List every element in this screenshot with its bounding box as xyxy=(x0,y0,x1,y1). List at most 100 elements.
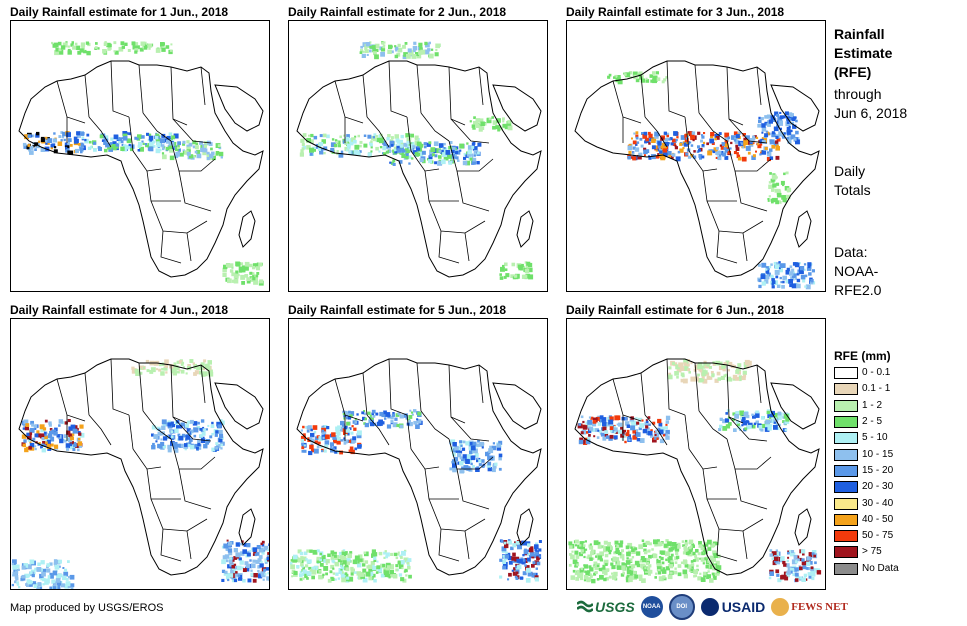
rainfall-patch xyxy=(340,573,346,579)
rainfall-patch xyxy=(807,284,811,288)
rainfall-patch xyxy=(333,438,338,444)
rainfall-patch xyxy=(301,450,305,453)
rainfall-patch xyxy=(216,443,221,449)
rainfall-patch xyxy=(502,120,505,123)
rainfall-patch xyxy=(299,573,303,577)
rainfall-patch xyxy=(645,540,650,546)
rainfall-patch xyxy=(654,437,657,440)
rainfall-patch xyxy=(222,555,227,560)
rainfall-patch xyxy=(700,545,703,549)
rainfall-patch xyxy=(683,359,688,364)
rainfall-patch xyxy=(77,437,81,441)
rainfall-patch xyxy=(787,139,792,144)
rainfall-patch xyxy=(408,155,412,159)
rainfall-patch xyxy=(344,432,348,436)
rainfall-patch xyxy=(727,150,731,155)
rainfall-patch xyxy=(70,586,74,589)
rainfall-patch xyxy=(346,576,350,580)
rainfall-patch xyxy=(589,557,593,561)
rainfall-patch xyxy=(639,438,645,443)
rainfall-patch xyxy=(345,434,348,437)
rainfall-patch xyxy=(452,442,457,447)
rainfall-patch xyxy=(635,136,639,140)
rainfall-patch xyxy=(29,583,33,587)
rainfall-patch xyxy=(67,438,73,443)
rainfall-patch xyxy=(792,124,797,129)
rainfall-patch xyxy=(783,172,786,176)
rainfall-patch xyxy=(505,273,510,278)
rainfall-patch xyxy=(589,545,594,550)
rainfall-patch xyxy=(65,146,68,149)
rainfall-patch xyxy=(777,578,782,583)
rainfall-patch xyxy=(438,149,442,153)
rainfall-patch xyxy=(78,432,82,436)
rainfall-patch xyxy=(301,573,305,576)
rainfall-patch xyxy=(476,457,481,463)
rainfall-patch xyxy=(324,440,330,445)
rainfall-patch xyxy=(515,577,519,580)
rainfall-patch xyxy=(437,160,443,166)
rainfall-patch xyxy=(71,433,75,436)
rainfall-patch xyxy=(348,150,352,154)
rainfall-patch xyxy=(473,149,479,155)
rainfall-patch xyxy=(665,420,670,424)
rainfall-patch xyxy=(304,574,308,578)
rainfall-patch xyxy=(669,564,674,569)
coastline xyxy=(492,84,542,132)
legend-item: 15 - 20 xyxy=(834,463,954,479)
rainfall-patch xyxy=(241,281,245,285)
rainfall-patch xyxy=(363,551,367,555)
rainfall-patch xyxy=(64,583,70,589)
rainfall-patch xyxy=(230,570,234,574)
rainfall-patch xyxy=(180,363,184,366)
rainfall-patch xyxy=(580,567,583,570)
country-border xyxy=(734,468,768,510)
rainfall-patch xyxy=(475,118,481,123)
rainfall-patch xyxy=(664,137,669,142)
rainfall-patch xyxy=(210,424,215,429)
country-border xyxy=(88,414,112,446)
rainfall-patch xyxy=(354,555,360,561)
rainfall-patch xyxy=(407,558,412,562)
rainfall-patch xyxy=(454,445,459,451)
rainfall-patch xyxy=(730,141,733,145)
rainfall-patch xyxy=(683,362,687,366)
rainfall-patch xyxy=(67,419,71,423)
rainfall-patch xyxy=(470,445,476,451)
rainfall-patch xyxy=(778,416,782,420)
rainfall-patch xyxy=(749,138,755,143)
rainfall-patch xyxy=(585,575,589,578)
rainfall-patch xyxy=(190,419,194,424)
rainfall-patch xyxy=(413,420,417,425)
rainfall-patch xyxy=(371,553,376,558)
rainfall-patch xyxy=(749,140,753,145)
rainfall-patch xyxy=(178,360,183,364)
rainfall-patch xyxy=(340,564,343,567)
rainfall-patch xyxy=(390,420,394,424)
rainfall-patch xyxy=(162,444,167,449)
rainfall-patch xyxy=(299,551,304,556)
rainfall-map xyxy=(10,20,270,292)
rainfall-patch xyxy=(620,573,625,577)
rainfall-patch xyxy=(158,363,162,367)
rainfall-patch xyxy=(246,279,251,284)
rainfall-patch xyxy=(430,48,434,51)
rainfall-patch xyxy=(301,442,305,446)
rainfall-patch xyxy=(691,544,695,548)
rainfall-patch xyxy=(459,143,465,149)
rainfall-patch xyxy=(648,542,652,546)
rainfall-patch xyxy=(342,438,346,442)
panel-title: Daily Rainfall estimate for 4 Jun., 2018 xyxy=(10,303,229,317)
rainfall-patch xyxy=(223,543,229,549)
rainfall-patch xyxy=(764,279,769,284)
rainfall-patch xyxy=(249,550,252,553)
country-border xyxy=(362,372,368,416)
rainfall-patch xyxy=(179,422,182,426)
rainfall-patch xyxy=(780,556,785,561)
rainfall-patch xyxy=(260,560,263,563)
rainfall-patch xyxy=(229,562,234,567)
coastline xyxy=(574,358,820,576)
rainfall-patch xyxy=(752,137,756,141)
rainfall-patch xyxy=(241,540,244,543)
